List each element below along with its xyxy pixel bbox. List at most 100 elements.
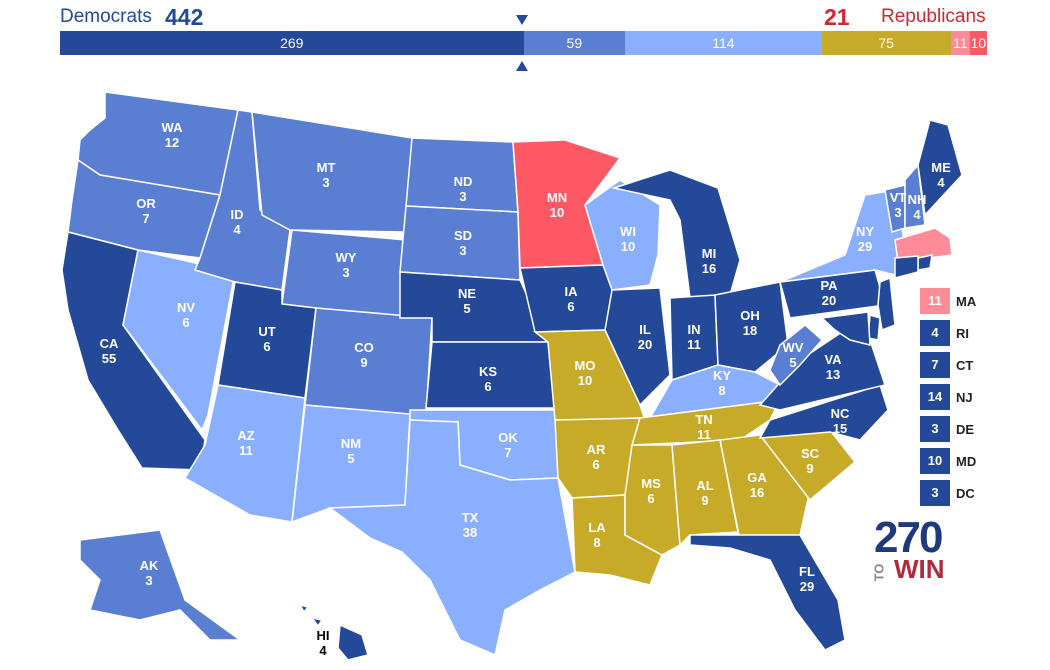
- legend-abbr-ct: CT: [956, 357, 974, 373]
- majority-marker-bottom-icon: [516, 61, 528, 71]
- state-label-va-ev: 13: [826, 367, 840, 382]
- state-ny[interactable]: [779, 189, 906, 283]
- legend-ev-md: 10: [920, 448, 950, 474]
- legend-row-dc[interactable]: 3 DC: [920, 480, 975, 506]
- 270towin-logo[interactable]: 270 TO WIN: [871, 513, 944, 583]
- bar-segment-likely-dem: 59: [523, 31, 626, 55]
- state-az[interactable]: [183, 384, 306, 523]
- legend-ev-ma: 11: [920, 288, 950, 314]
- state-label-nm-ev: 5: [347, 451, 354, 466]
- state-label-sd-abbr: SD: [454, 228, 472, 243]
- legend-row-md[interactable]: 10 MD: [920, 448, 976, 474]
- state-label-ca-ev: 55: [102, 351, 116, 366]
- bar-segment-lean-dem: 114: [625, 31, 822, 55]
- republicans-total: 21: [824, 4, 850, 30]
- legend-row-nj[interactable]: 14 NJ: [920, 384, 973, 410]
- state-mt[interactable]: [251, 111, 413, 233]
- state-oh[interactable]: [714, 281, 789, 373]
- state-me[interactable]: [917, 119, 963, 217]
- state-or[interactable]: [67, 158, 221, 259]
- legend-ev-ri: 4: [920, 320, 950, 346]
- majority-marker-top-icon: [516, 15, 528, 25]
- state-md[interactable]: [820, 311, 871, 346]
- state-label-wy-abbr: WY: [336, 250, 357, 265]
- state-label-wa-ev: 12: [165, 135, 179, 150]
- state-label-ut-abbr: UT: [258, 324, 275, 339]
- state-label-ak-ev: 3: [145, 573, 152, 588]
- state-label-tn-abbr: TN: [695, 412, 712, 427]
- state-label-sc-ev: 9: [806, 461, 813, 476]
- legend-abbr-de: DE: [956, 421, 975, 437]
- state-tn[interactable]: [630, 399, 782, 446]
- state-ct[interactable]: [894, 255, 919, 279]
- state-nh[interactable]: [904, 163, 926, 229]
- bar-segment-tossup: 75: [821, 31, 951, 55]
- state-label-id-ev: 4: [233, 222, 241, 237]
- state-label-al-ev: 9: [701, 493, 708, 508]
- legend-row-ct[interactable]: 7 CT: [920, 352, 973, 378]
- state-al[interactable]: [671, 439, 739, 547]
- state-label-mn-ev: 10: [550, 205, 564, 220]
- state-ga[interactable]: [719, 434, 811, 541]
- state-label-ne-ev: 5: [463, 301, 470, 316]
- state-label-wi-ev: 10: [621, 239, 635, 254]
- state-label-fl-ev: 29: [800, 579, 814, 594]
- state-label-mi-ev: 16: [702, 261, 716, 276]
- state-nj[interactable]: [877, 276, 896, 332]
- legend-abbr-ri: RI: [956, 325, 969, 341]
- state-label-ky-ev: 8: [718, 383, 725, 398]
- state-label-ky-abbr: KY: [713, 368, 731, 383]
- state-label-hi-ev: 4: [319, 643, 327, 658]
- bar-segment-lean-rep: 11: [950, 31, 970, 55]
- state-ri[interactable]: [917, 254, 933, 271]
- state-ak[interactable]: [79, 529, 243, 641]
- legend-abbr-nj: NJ: [956, 389, 973, 405]
- state-label-tn-ev: 11: [697, 427, 711, 442]
- state-label-ms-abbr: MS: [641, 476, 661, 491]
- state-label-nc-ev: 15: [833, 421, 847, 436]
- state-label-ar-ev: 6: [592, 457, 599, 472]
- state-fl[interactable]: [689, 534, 846, 651]
- state-label-oh-ev: 18: [743, 323, 757, 338]
- state-label-mt-abbr: MT: [317, 160, 336, 175]
- state-id[interactable]: [193, 109, 291, 291]
- legend-row-de[interactable]: 3 DE: [920, 416, 974, 442]
- republicans-label: Republicans: [881, 6, 986, 27]
- state-label-mt-ev: 3: [322, 175, 329, 190]
- state-label-oh-abbr: OH: [740, 308, 760, 323]
- state-label-mn-abbr: MN: [547, 190, 567, 205]
- state-label-il-ev: 20: [638, 337, 652, 352]
- state-label-nd-ev: 3: [459, 189, 466, 204]
- state-wv[interactable]: [769, 324, 824, 387]
- electoral-vote-bar: 269 59 114 75 11 10: [60, 31, 987, 55]
- legend-abbr-md: MD: [956, 453, 977, 469]
- state-label-wa-abbr: WA: [162, 120, 184, 135]
- state-label-nh-abbr: NH: [908, 192, 927, 207]
- legend-abbr-ma: MA: [956, 293, 977, 309]
- state-label-ny-ev: 29: [858, 239, 872, 254]
- state-label-nd-abbr: ND: [454, 174, 473, 189]
- state-label-wv-abbr: WV: [783, 340, 804, 355]
- legend-ev-de: 3: [920, 416, 950, 442]
- state-label-ga-abbr: GA: [747, 470, 767, 485]
- state-label-al-abbr: AL: [696, 478, 713, 493]
- state-hi[interactable]: [298, 603, 369, 661]
- state-label-ia-abbr: IA: [565, 284, 579, 299]
- state-il[interactable]: [604, 287, 671, 407]
- state-label-in-ev: 11: [687, 337, 701, 352]
- state-label-az-ev: 11: [239, 443, 253, 458]
- state-label-ok-abbr: OK: [498, 430, 518, 445]
- democrats-total: 442: [165, 4, 204, 30]
- state-label-vt-ev: 3: [894, 205, 901, 220]
- state-co[interactable]: [304, 307, 433, 417]
- state-tx[interactable]: [327, 419, 576, 657]
- state-label-pa-abbr: PA: [820, 278, 838, 293]
- logo-number: 270: [874, 513, 943, 562]
- state-label-tx-abbr: TX: [462, 510, 479, 525]
- state-label-co-abbr: CO: [354, 340, 374, 355]
- legend-abbr-dc: DC: [956, 485, 975, 501]
- legend-row-ri[interactable]: 4 RI: [920, 320, 969, 346]
- state-label-ar-abbr: AR: [587, 442, 606, 457]
- legend-row-ma[interactable]: 11 MA: [920, 288, 976, 314]
